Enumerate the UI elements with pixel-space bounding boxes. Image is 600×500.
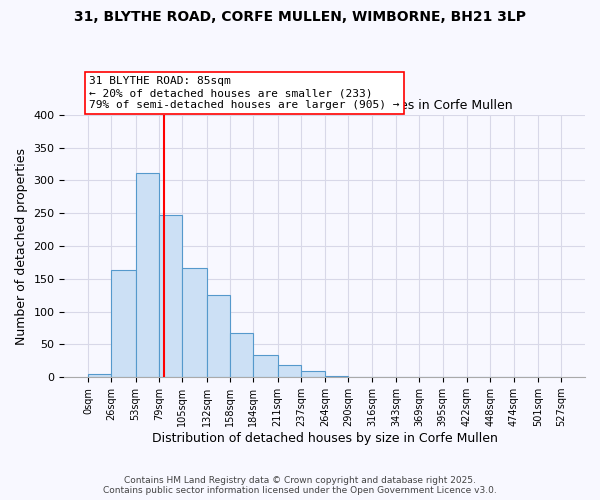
Title: Size of property relative to detached houses in Corfe Mullen: Size of property relative to detached ho… — [136, 100, 513, 112]
Bar — [253, 355, 278, 377]
Bar — [112, 270, 136, 377]
Bar — [396, 376, 419, 377]
Bar — [301, 372, 325, 377]
X-axis label: Distribution of detached houses by size in Corfe Mullen: Distribution of detached houses by size … — [152, 432, 497, 445]
Text: 31 BLYTHE ROAD: 85sqm
← 20% of detached houses are smaller (233)
79% of semi-det: 31 BLYTHE ROAD: 85sqm ← 20% of detached … — [89, 76, 400, 110]
Y-axis label: Number of detached properties: Number of detached properties — [15, 148, 28, 344]
Bar — [206, 294, 230, 377]
Bar — [182, 268, 206, 377]
Text: Contains HM Land Registry data © Crown copyright and database right 2025.
Contai: Contains HM Land Registry data © Crown c… — [103, 476, 497, 495]
Bar — [136, 172, 159, 377]
Bar — [278, 365, 301, 377]
Bar — [88, 374, 112, 377]
Bar — [159, 214, 182, 377]
Bar — [443, 376, 467, 377]
Bar — [230, 332, 253, 377]
Text: 31, BLYTHE ROAD, CORFE MULLEN, WIMBORNE, BH21 3LP: 31, BLYTHE ROAD, CORFE MULLEN, WIMBORNE,… — [74, 10, 526, 24]
Bar — [325, 376, 349, 377]
